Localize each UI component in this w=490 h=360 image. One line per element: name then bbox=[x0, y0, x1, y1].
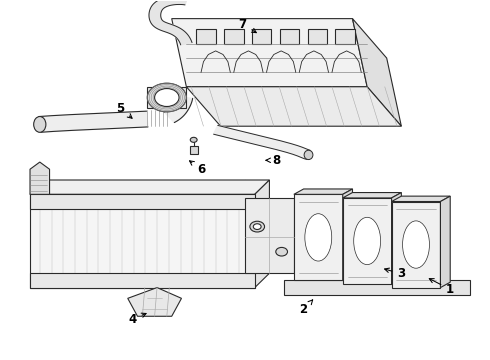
Polygon shape bbox=[441, 196, 450, 288]
Polygon shape bbox=[128, 288, 181, 316]
Polygon shape bbox=[284, 280, 470, 295]
Polygon shape bbox=[186, 87, 401, 126]
Polygon shape bbox=[252, 30, 271, 44]
Polygon shape bbox=[343, 189, 352, 280]
Polygon shape bbox=[335, 30, 355, 44]
Circle shape bbox=[147, 83, 186, 112]
Ellipse shape bbox=[305, 214, 332, 261]
Polygon shape bbox=[164, 97, 193, 122]
Polygon shape bbox=[343, 193, 401, 198]
Polygon shape bbox=[245, 198, 294, 273]
Circle shape bbox=[190, 137, 197, 142]
Polygon shape bbox=[30, 180, 270, 194]
Polygon shape bbox=[255, 180, 270, 288]
Polygon shape bbox=[147, 87, 186, 108]
Polygon shape bbox=[392, 193, 401, 284]
Polygon shape bbox=[294, 194, 343, 280]
Ellipse shape bbox=[304, 150, 313, 159]
Text: 8: 8 bbox=[266, 154, 281, 167]
Polygon shape bbox=[196, 30, 216, 44]
Polygon shape bbox=[30, 162, 49, 194]
Text: 5: 5 bbox=[116, 102, 132, 118]
Text: 2: 2 bbox=[299, 300, 313, 316]
Polygon shape bbox=[343, 198, 392, 284]
Text: 3: 3 bbox=[385, 267, 405, 280]
Polygon shape bbox=[190, 146, 197, 154]
Polygon shape bbox=[308, 30, 327, 44]
Polygon shape bbox=[352, 19, 401, 126]
Polygon shape bbox=[149, 0, 192, 45]
Circle shape bbox=[253, 224, 261, 229]
Ellipse shape bbox=[354, 217, 381, 265]
Polygon shape bbox=[39, 111, 148, 132]
Polygon shape bbox=[30, 194, 255, 288]
Polygon shape bbox=[30, 194, 255, 209]
Ellipse shape bbox=[34, 117, 46, 132]
Text: 4: 4 bbox=[128, 312, 146, 326]
Polygon shape bbox=[280, 30, 299, 44]
Polygon shape bbox=[392, 202, 441, 288]
Ellipse shape bbox=[403, 221, 429, 268]
Circle shape bbox=[250, 221, 265, 232]
Circle shape bbox=[155, 89, 179, 107]
Text: 1: 1 bbox=[429, 279, 454, 296]
Polygon shape bbox=[224, 30, 244, 44]
Text: 7: 7 bbox=[239, 18, 256, 33]
Polygon shape bbox=[214, 125, 310, 159]
Polygon shape bbox=[172, 19, 367, 87]
Circle shape bbox=[276, 247, 288, 256]
Polygon shape bbox=[294, 189, 352, 194]
Text: 6: 6 bbox=[190, 161, 205, 176]
Polygon shape bbox=[30, 273, 255, 288]
Polygon shape bbox=[392, 196, 450, 202]
